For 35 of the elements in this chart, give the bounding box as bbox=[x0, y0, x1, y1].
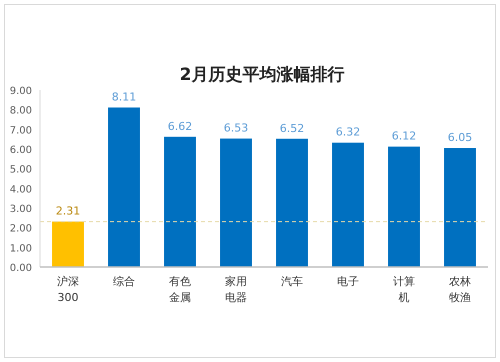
bar bbox=[52, 222, 84, 267]
bar bbox=[388, 146, 420, 267]
bar bbox=[220, 138, 252, 267]
y-tick-label: 6.00 bbox=[10, 145, 32, 156]
x-tick-label: 计算机 bbox=[393, 275, 415, 304]
data-label: 6.05 bbox=[448, 131, 472, 144]
bar bbox=[108, 108, 140, 267]
x-tick-label: 家用电器 bbox=[225, 275, 247, 304]
y-tick-label: 8.00 bbox=[10, 106, 32, 117]
bar bbox=[164, 136, 196, 267]
y-tick-label: 4.00 bbox=[10, 184, 32, 196]
bar bbox=[332, 142, 364, 267]
data-label: 6.52 bbox=[280, 122, 304, 135]
y-tick-label: 2.00 bbox=[10, 224, 32, 235]
data-label: 2.31 bbox=[56, 204, 80, 218]
data-label: 6.62 bbox=[168, 120, 192, 133]
y-tick-label: 1.00 bbox=[10, 243, 32, 254]
y-tick-label: 5.00 bbox=[10, 164, 32, 176]
y-tick-label: 3.00 bbox=[10, 204, 32, 215]
bar bbox=[276, 138, 308, 267]
y-tick-label: 9.00 bbox=[10, 86, 32, 97]
data-label: 8.11 bbox=[112, 90, 136, 104]
chart-title: 2月历史平均涨幅排行 bbox=[180, 65, 344, 85]
data-label: 6.53 bbox=[224, 122, 248, 135]
x-tick-label: 汽车 bbox=[281, 275, 303, 288]
x-tick-label: 沪深300 bbox=[57, 275, 79, 304]
data-label: 6.12 bbox=[392, 130, 416, 143]
x-tick-label: 农林牧渔 bbox=[449, 275, 471, 304]
x-tick-label: 综合 bbox=[113, 275, 135, 288]
y-tick-label: 7.00 bbox=[10, 125, 32, 136]
bar bbox=[444, 148, 476, 267]
x-tick-label: 电子 bbox=[337, 275, 359, 288]
y-tick-label: 0.00 bbox=[10, 263, 32, 274]
x-tick-label: 有色金属 bbox=[169, 275, 191, 304]
data-label: 6.32 bbox=[336, 126, 360, 139]
